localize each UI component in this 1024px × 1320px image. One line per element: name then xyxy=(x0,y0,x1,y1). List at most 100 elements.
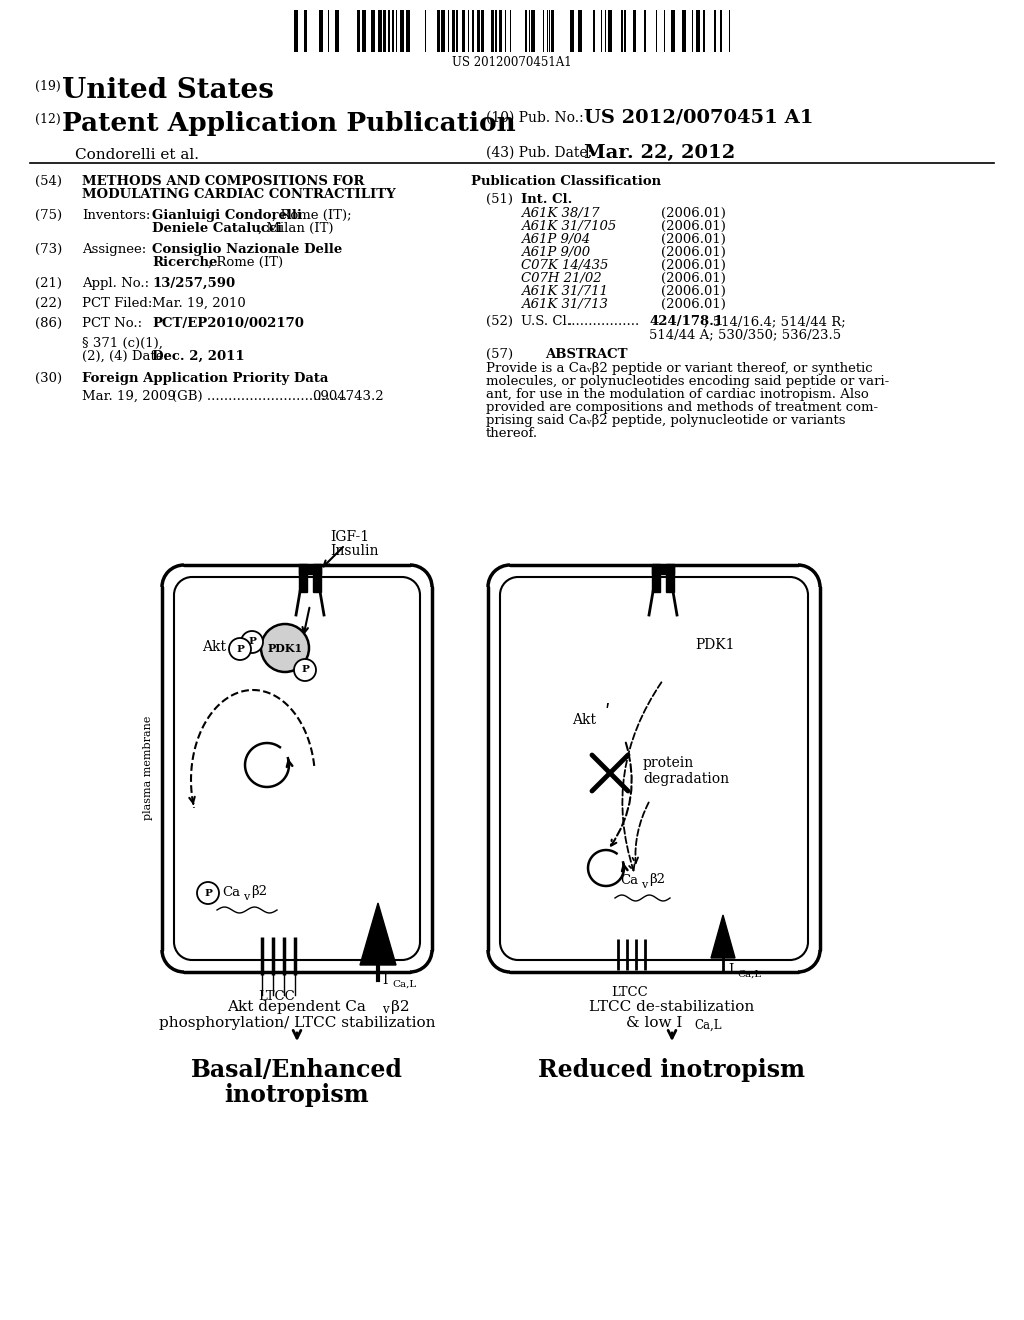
Text: P: P xyxy=(204,888,212,898)
Bar xyxy=(392,11,394,51)
Circle shape xyxy=(294,659,316,681)
Text: A61K 38/17: A61K 38/17 xyxy=(521,207,599,220)
Text: (2006.01): (2006.01) xyxy=(662,285,726,298)
Text: Basal/Enhanced: Basal/Enhanced xyxy=(191,1059,402,1082)
Text: (GB) ..................................: (GB) .................................. xyxy=(172,389,351,403)
Bar xyxy=(378,11,382,51)
Text: Deniele Catalucci: Deniele Catalucci xyxy=(152,222,282,235)
Bar xyxy=(313,564,321,591)
Text: PDK1: PDK1 xyxy=(695,638,734,652)
Text: P: P xyxy=(237,644,244,653)
Text: thereof.: thereof. xyxy=(486,426,539,440)
Text: (21): (21) xyxy=(35,277,62,290)
Bar xyxy=(624,11,626,51)
Text: A61P 9/00: A61P 9/00 xyxy=(521,246,590,259)
Circle shape xyxy=(241,631,263,653)
Bar xyxy=(406,11,410,51)
Text: Ca: Ca xyxy=(222,886,240,899)
Bar xyxy=(304,11,307,51)
Text: 0904743.2: 0904743.2 xyxy=(312,389,384,403)
Text: Mar. 19, 2009: Mar. 19, 2009 xyxy=(82,389,176,403)
Text: (2), (4) Date:: (2), (4) Date: xyxy=(82,350,168,363)
Text: Insulin: Insulin xyxy=(330,544,379,558)
Text: LTCC de-stabilization: LTCC de-stabilization xyxy=(590,1001,755,1014)
Bar xyxy=(593,11,595,51)
Text: METHODS AND COMPOSITIONS FOR: METHODS AND COMPOSITIONS FOR xyxy=(82,176,365,187)
Text: (2006.01): (2006.01) xyxy=(662,234,726,246)
Text: Ca: Ca xyxy=(620,874,638,887)
Text: inotropism: inotropism xyxy=(224,1082,370,1107)
Text: 424/178.1: 424/178.1 xyxy=(649,315,723,327)
Text: , Milan (IT): , Milan (IT) xyxy=(258,222,334,235)
Text: A61P 9/04: A61P 9/04 xyxy=(521,234,590,246)
Text: Provide is a Caᵥβ2 peptide or variant thereof, or synthetic: Provide is a Caᵥβ2 peptide or variant th… xyxy=(486,362,872,375)
Text: β2: β2 xyxy=(391,1001,410,1014)
Text: A61K 31/711: A61K 31/711 xyxy=(521,285,608,298)
Text: v: v xyxy=(382,1003,389,1016)
Bar xyxy=(299,564,307,591)
Text: β2: β2 xyxy=(649,874,665,887)
Bar xyxy=(452,11,455,51)
Text: (73): (73) xyxy=(35,243,62,256)
Bar xyxy=(335,11,339,51)
Bar xyxy=(671,11,675,51)
Text: MODULATING CARDIAC CONTRACTILITY: MODULATING CARDIAC CONTRACTILITY xyxy=(82,187,395,201)
Bar xyxy=(666,564,674,591)
Text: plasma membrane: plasma membrane xyxy=(143,715,153,820)
Text: PCT/EP2010/002170: PCT/EP2010/002170 xyxy=(152,317,304,330)
Text: Foreign Application Priority Data: Foreign Application Priority Data xyxy=(82,372,329,385)
Text: Inventors:: Inventors: xyxy=(82,209,151,222)
Text: (22): (22) xyxy=(35,297,62,310)
Text: (75): (75) xyxy=(35,209,62,222)
Text: (2006.01): (2006.01) xyxy=(662,259,726,272)
Text: Akt: Akt xyxy=(572,713,596,727)
Bar xyxy=(299,566,321,574)
Text: P: P xyxy=(301,665,309,675)
Bar xyxy=(437,11,440,51)
Text: 514/44 A; 530/350; 536/23.5: 514/44 A; 530/350; 536/23.5 xyxy=(649,327,841,341)
Text: 13/257,590: 13/257,590 xyxy=(152,277,236,290)
Text: ant, for use in the modulation of cardiac inotropism. Also: ant, for use in the modulation of cardia… xyxy=(486,388,868,401)
Text: phosphorylation/ LTCC stabilization: phosphorylation/ LTCC stabilization xyxy=(159,1016,435,1030)
Text: (30): (30) xyxy=(35,372,62,385)
Bar xyxy=(441,11,445,51)
Text: (2006.01): (2006.01) xyxy=(662,272,726,285)
Circle shape xyxy=(261,624,309,672)
Bar xyxy=(570,11,574,51)
Polygon shape xyxy=(711,915,735,958)
Bar xyxy=(456,11,458,51)
Text: Patent Application Publication: Patent Application Publication xyxy=(62,111,516,136)
Bar xyxy=(652,564,660,591)
Text: LTCC: LTCC xyxy=(611,986,648,998)
Bar xyxy=(490,11,494,51)
Text: C07H 21/02: C07H 21/02 xyxy=(521,272,602,285)
Text: A61K 31/713: A61K 31/713 xyxy=(521,298,608,312)
Text: IGF-1: IGF-1 xyxy=(330,531,369,544)
Text: ʹ: ʹ xyxy=(604,704,609,722)
Text: Mar. 22, 2012: Mar. 22, 2012 xyxy=(584,144,735,162)
Bar xyxy=(499,11,502,51)
Bar xyxy=(644,11,646,51)
Text: I: I xyxy=(382,973,387,987)
Bar xyxy=(633,11,636,51)
Text: (2006.01): (2006.01) xyxy=(662,220,726,234)
Text: prising said Caᵥβ2 peptide, polynucleotide or variants: prising said Caᵥβ2 peptide, polynucleoti… xyxy=(486,414,846,426)
Text: degradation: degradation xyxy=(643,772,729,785)
Circle shape xyxy=(229,638,251,660)
Text: (19): (19) xyxy=(35,81,60,92)
Text: § 371 (c)(1),: § 371 (c)(1), xyxy=(82,337,163,350)
Text: v: v xyxy=(641,880,647,890)
Bar xyxy=(294,11,298,51)
Text: ; 514/16.4; 514/44 R;: ; 514/16.4; 514/44 R; xyxy=(705,315,846,327)
Bar xyxy=(400,11,404,51)
Text: A61K 31/7105: A61K 31/7105 xyxy=(521,220,616,234)
Text: ABSTRACT: ABSTRACT xyxy=(545,348,628,360)
Text: (2006.01): (2006.01) xyxy=(662,246,726,259)
Text: Akt: Akt xyxy=(202,640,226,653)
Bar xyxy=(703,11,705,51)
Text: Dec. 2, 2011: Dec. 2, 2011 xyxy=(152,350,245,363)
Text: (10) Pub. No.:: (10) Pub. No.: xyxy=(486,111,584,125)
Bar xyxy=(714,11,716,51)
Bar xyxy=(652,566,674,574)
Text: (2006.01): (2006.01) xyxy=(662,207,726,220)
